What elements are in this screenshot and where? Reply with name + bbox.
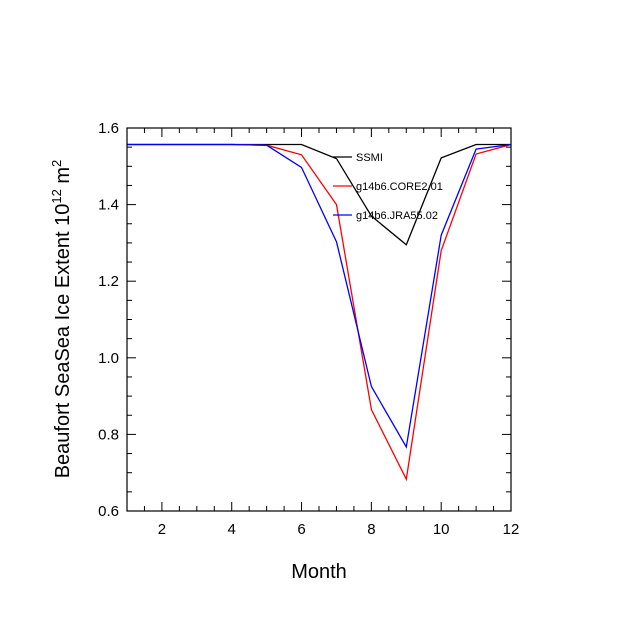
ticks-layer: 2 4 6 8 10 12 0.6 0.8 1.0 1.2 1.4 1.6 — [98, 120, 519, 538]
y-axis-label-exponent: 12 — [49, 189, 64, 203]
y-tick-label: 1.0 — [98, 350, 119, 367]
x-tick-label: 4 — [228, 521, 236, 538]
y-tick-label: 1.6 — [98, 120, 119, 137]
series-line-g14b6-core2-01 — [127, 143, 512, 482]
y-tick-label: 1.4 — [98, 197, 119, 214]
y-tick-label: 0.8 — [98, 426, 119, 443]
series-line-g14b6-jra55-02 — [127, 143, 512, 449]
series-line-ssmi — [127, 143, 511, 246]
y-axis-label-unit-exponent: 2 — [49, 160, 64, 167]
y-tick-label: 0.6 — [98, 503, 119, 520]
x-tick-label: 2 — [158, 521, 166, 538]
x-axis-label: Month — [291, 561, 347, 583]
legend-label: SSMI — [356, 152, 383, 164]
series-layer — [127, 143, 512, 482]
x-tick-label: 8 — [367, 521, 375, 538]
x-tick-label: 10 — [433, 521, 450, 538]
y-tick-label: 1.2 — [98, 273, 119, 290]
plot-frame — [126, 127, 512, 512]
x-tick-label: 6 — [297, 521, 305, 538]
legend-label: g14b6.JRA55.02 — [356, 210, 438, 222]
x-tick-label: 12 — [503, 521, 520, 538]
y-axis-label-main: Beaufort SeaSea Ice Extent 10 — [52, 204, 74, 479]
y-axis-label: Beaufort SeaSea Ice Extent 1012 m2 — [49, 160, 74, 479]
y-axis-label-unit: m — [52, 167, 74, 189]
legend: SSMI g14b6.CORE2.01 g14b6.JRA55.02 — [333, 152, 443, 222]
legend-label: g14b6.CORE2.01 — [356, 181, 443, 193]
